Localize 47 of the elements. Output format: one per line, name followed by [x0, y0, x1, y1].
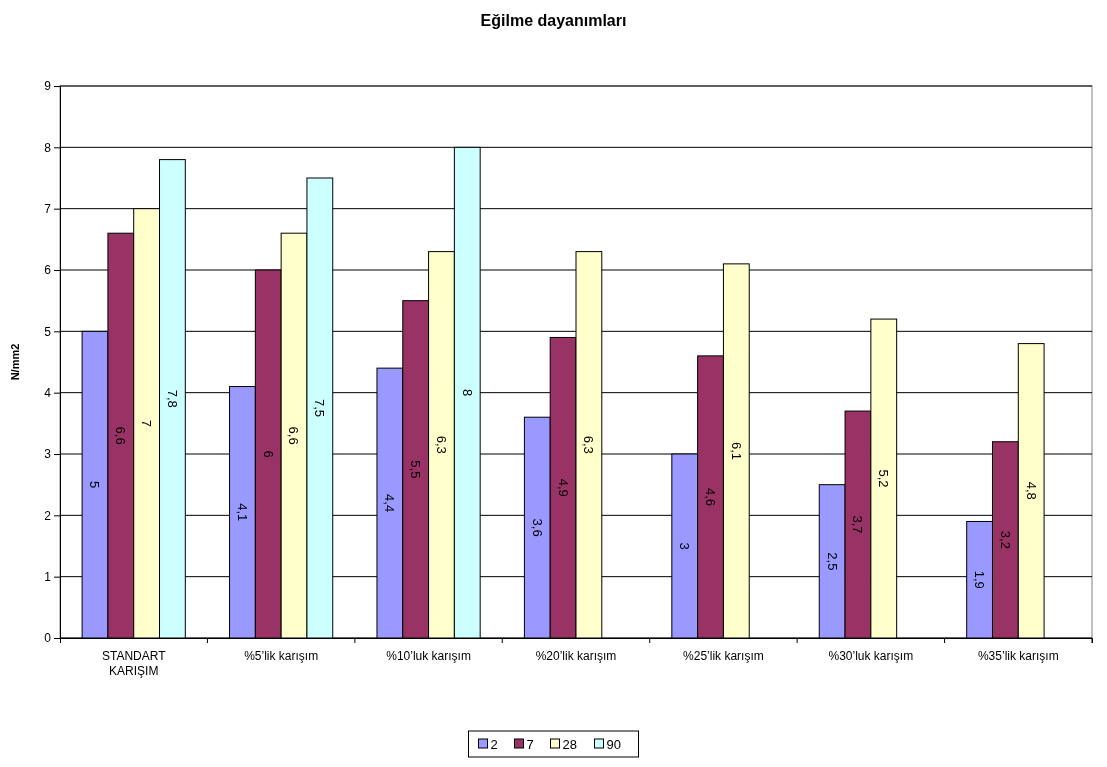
data-label: 6,3 — [433, 435, 449, 454]
data-label: 3 — [677, 542, 693, 550]
data-label: 4,1 — [234, 503, 250, 522]
data-label: 5,2 — [876, 469, 892, 488]
data-label: 4,6 — [702, 487, 718, 506]
data-label: 1,9 — [972, 570, 988, 589]
y-tick-label: 2 — [44, 508, 52, 523]
data-label: 2,5 — [824, 552, 840, 571]
data-label: 5 — [87, 481, 103, 489]
y-tick-label: 1 — [44, 570, 52, 585]
legend-label: 28 — [562, 736, 577, 752]
data-label: 7,5 — [312, 398, 328, 418]
data-label: 4,9 — [555, 478, 571, 497]
legend-label: 2 — [490, 736, 498, 752]
y-axis-title: N/mm2 — [9, 343, 21, 381]
x-tick-label: %35’lik karışım — [977, 649, 1059, 664]
data-label: 5,5 — [408, 460, 424, 479]
x-tick-label: %30’luk karışım — [828, 649, 914, 664]
data-label: 4,8 — [1023, 481, 1039, 500]
data-label: 3,2 — [997, 530, 1013, 549]
y-tick-label: 4 — [44, 386, 52, 401]
data-label: 6 — [260, 450, 276, 458]
data-label: 6,3 — [581, 435, 597, 454]
y-tick-label: 9 — [44, 79, 52, 94]
legend-label: 7 — [526, 736, 534, 752]
data-label: 3,7 — [850, 515, 866, 534]
x-tick-label: %20’lik karışım — [535, 649, 617, 664]
y-tick-label: 6 — [44, 263, 52, 278]
data-label: 6,6 — [286, 426, 302, 445]
y-tick-label: 8 — [44, 140, 52, 155]
chart-title: Eğilme dayanımları — [480, 12, 627, 29]
x-tick-label: STANDART KARIŞIM — [101, 649, 167, 678]
legend-label: 90 — [606, 736, 621, 752]
data-label: 4,4 — [382, 494, 398, 513]
y-tick-label: 5 — [44, 324, 52, 339]
data-label: 6,6 — [113, 426, 129, 445]
y-tick-label: 7 — [44, 202, 52, 217]
y-tick-label: 0 — [44, 631, 52, 646]
data-label: 6,1 — [728, 441, 744, 460]
data-label: 8 — [459, 389, 475, 397]
data-label: 7 — [139, 419, 155, 427]
x-tick-label: %5’lik karışım — [244, 649, 319, 664]
data-label: 3,6 — [529, 518, 545, 537]
y-tick-label: 3 — [44, 447, 52, 462]
x-tick-label: %10’luk karışım — [386, 649, 471, 664]
data-label: 7,8 — [164, 389, 180, 408]
x-tick-label: %25’lik karışım — [683, 649, 764, 664]
